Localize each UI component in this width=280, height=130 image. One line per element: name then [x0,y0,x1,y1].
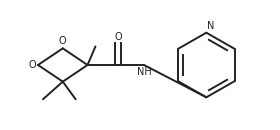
Text: O: O [115,31,122,41]
Text: O: O [59,36,67,46]
Text: O: O [28,60,36,70]
Text: NH: NH [137,67,151,77]
Text: N: N [207,21,215,31]
